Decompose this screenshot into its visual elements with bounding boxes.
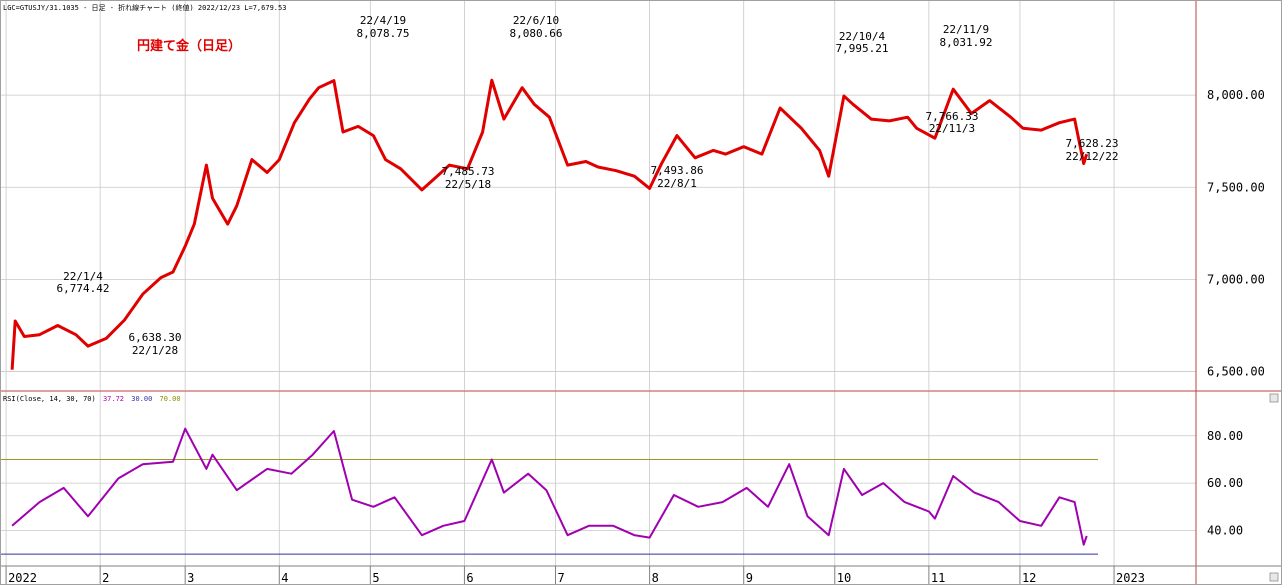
annotation-date: 22/10/4 <box>839 30 886 43</box>
price-series <box>10 78 1089 370</box>
annotation-date: 22/5/18 <box>445 178 491 191</box>
x-axis-month-label: 11 <box>931 571 945 585</box>
x-axis-month-label: 7 <box>558 571 565 585</box>
rsi-y-tick-label: 80.00 <box>1207 429 1243 443</box>
scroll-down-button[interactable] <box>1269 572 1279 582</box>
grid-layer <box>0 0 1196 585</box>
annotation-date: 22/11/3 <box>929 122 975 135</box>
x-axis-month-label: 3 <box>187 571 194 585</box>
annotation-value: 7,766.33 <box>926 110 979 123</box>
price-y-tick-label: 7,500.00 <box>1207 180 1265 194</box>
x-axis-month-label: 2022 <box>8 571 37 585</box>
scroll-controls <box>1269 393 1279 582</box>
price-line <box>10 78 1089 370</box>
annotation-date: 22/8/1 <box>657 177 697 190</box>
x-axis-month-label: 8 <box>652 571 659 585</box>
rsi-label: RSI(Close, 14, 30, 70) <box>3 395 96 403</box>
annotation-date: 22/12/22 <box>1066 150 1119 163</box>
annotation-date: 22/4/19 <box>360 14 406 27</box>
x-axis-month-label: 2023 <box>1116 571 1145 585</box>
chart-title: 円建て金（日足） <box>137 38 241 54</box>
rsi-current-value: 37.72 <box>103 395 124 403</box>
x-axis-month-label: 4 <box>281 571 288 585</box>
annotation-date: 22/1/4 <box>63 270 103 283</box>
annotation-date: 22/11/9 <box>943 23 989 36</box>
annotation-value: 8,031.92 <box>940 36 993 49</box>
x-axis-month-label: 2 <box>102 571 109 585</box>
rsi-header: RSI(Close, 14, 30, 70) 37.72 30.00 70.00 <box>3 395 181 403</box>
rsi-upper-band-value: 70.00 <box>160 395 181 403</box>
price-header: LGC=GTUSJY/31.1035 - 日足 - 折れ線チャート (終値) 2… <box>3 3 286 12</box>
annotation-date: 22/6/10 <box>513 14 559 27</box>
scroll-up-button[interactable] <box>1269 393 1279 403</box>
annotation-value: 8,080.66 <box>510 27 563 40</box>
price-y-tick-label: 7,000.00 <box>1207 272 1265 286</box>
rsi-y-tick-label: 60.00 <box>1207 476 1243 490</box>
rsi-lower-band-value: 30.00 <box>131 395 152 403</box>
x-axis-month-label: 12 <box>1022 571 1036 585</box>
annotation-value: 8,078.75 <box>357 27 410 40</box>
axis-ticks: 6,500.00 7,000.00 7,500.00 8,000.00 40.00 60.… <box>8 88 1265 585</box>
annotation-date: 22/1/28 <box>132 344 178 357</box>
price-y-tick-label: 8,000.00 <box>1207 88 1265 102</box>
rsi-series <box>11 427 1088 546</box>
x-axis-month-label: 10 <box>837 571 851 585</box>
annotation-value: 7,995.21 <box>836 42 889 55</box>
annotation-value: 7,485.73 <box>442 165 495 178</box>
annotation-value: 6,638.30 <box>129 331 182 344</box>
rsi-bands <box>0 458 1098 555</box>
x-axis-month-label: 9 <box>746 571 753 585</box>
annotation-value: 7,493.86 <box>651 164 704 177</box>
annotation-value: 6,774.42 <box>57 282 110 295</box>
annotation-value: 7,628.23 <box>1066 137 1119 150</box>
price-y-tick-label: 6,500.00 <box>1207 365 1265 379</box>
x-axis-month-label: 6 <box>466 571 473 585</box>
rsi-y-tick-label: 40.00 <box>1207 523 1243 537</box>
x-axis-month-label: 5 <box>372 571 379 585</box>
rsi-line <box>11 427 1088 546</box>
